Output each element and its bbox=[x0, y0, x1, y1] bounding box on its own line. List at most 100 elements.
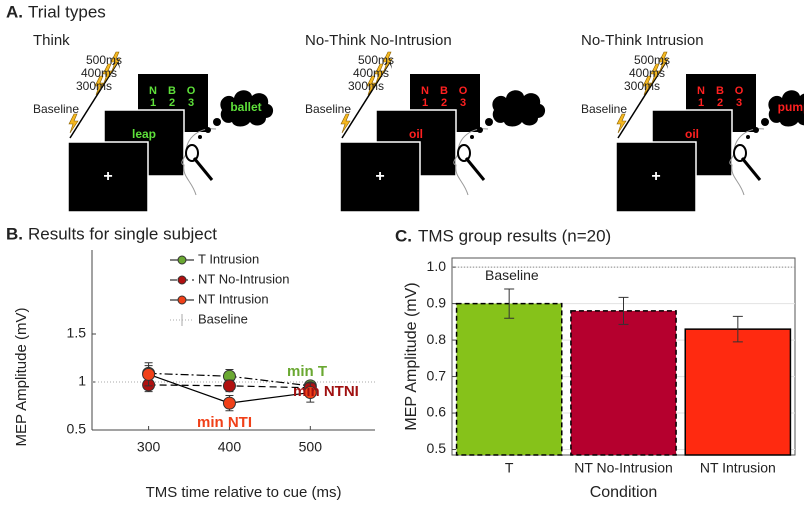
bubble-dot bbox=[205, 127, 211, 133]
time-arrow bbox=[617, 61, 667, 139]
thought-bubble bbox=[220, 90, 274, 127]
coil bbox=[185, 144, 199, 162]
tms-bolt bbox=[68, 113, 79, 134]
legend-marker bbox=[177, 295, 187, 305]
number: 1 bbox=[698, 97, 704, 109]
panel-label: C. bbox=[395, 226, 412, 245]
y-tick-label: 0.9 bbox=[427, 294, 447, 310]
fixation-screen bbox=[615, 141, 697, 213]
point bbox=[303, 386, 317, 400]
legend-label: NT No-Intrusion bbox=[198, 271, 290, 286]
letter: B bbox=[440, 85, 448, 97]
thought-word: pump bbox=[778, 100, 804, 114]
cue-word: oil bbox=[685, 127, 699, 141]
y-tick-label: 0.7 bbox=[427, 367, 447, 383]
time-label: 300ms bbox=[624, 79, 660, 93]
panel-title: Trial types bbox=[28, 2, 106, 21]
letter: N bbox=[149, 85, 157, 97]
fixation: + bbox=[375, 168, 384, 185]
letter: O bbox=[187, 85, 196, 97]
legend-label: T Intrusion bbox=[198, 251, 259, 266]
coil bbox=[457, 144, 471, 162]
baseline-label: Baseline bbox=[485, 267, 539, 283]
legend-label: NT Intrusion bbox=[198, 291, 269, 306]
x-tick-label: 500 bbox=[299, 439, 323, 455]
bubble-dot bbox=[213, 118, 221, 126]
legend-label: Baseline bbox=[198, 311, 248, 326]
x-axis-label: TMS time relative to cue (ms) bbox=[146, 484, 342, 501]
y-tick-label: 0.5 bbox=[67, 421, 87, 437]
y-axis-label: MEP Amplitude (mV) bbox=[13, 308, 30, 447]
y-tick-label: 0.8 bbox=[427, 331, 447, 347]
error-bar bbox=[504, 288, 515, 319]
tms-bolt bbox=[94, 75, 105, 96]
number: 3 bbox=[736, 97, 742, 109]
thought-bubble bbox=[492, 90, 546, 127]
head bbox=[181, 128, 217, 196]
number: 2 bbox=[717, 97, 723, 109]
number: 2 bbox=[169, 97, 175, 109]
fixation-screen bbox=[339, 141, 421, 213]
number: 1 bbox=[422, 97, 428, 109]
bubble-dot bbox=[470, 135, 474, 139]
head bbox=[729, 128, 765, 196]
x-axis-label: Condition bbox=[590, 484, 658, 501]
tms-bolt bbox=[102, 63, 113, 84]
x-tick-label: 300 bbox=[137, 439, 161, 455]
point bbox=[142, 367, 156, 381]
fixation-screen bbox=[67, 141, 149, 213]
point bbox=[222, 379, 236, 393]
coil-handle bbox=[192, 157, 214, 181]
head bbox=[453, 128, 489, 196]
time-arrow bbox=[341, 61, 391, 139]
y-tick-label: 1 bbox=[78, 373, 86, 389]
y-axis-label: MEP Amplitude (mV) bbox=[403, 282, 420, 430]
x-tick-label: T bbox=[505, 460, 514, 476]
bar bbox=[455, 302, 563, 456]
tms-bolt bbox=[374, 63, 385, 84]
letter: N bbox=[697, 85, 705, 97]
tms-bolt bbox=[658, 51, 669, 72]
tms-bolt bbox=[366, 75, 377, 96]
bubble-dot bbox=[198, 135, 202, 139]
bubble-dot bbox=[746, 135, 750, 139]
number: 3 bbox=[460, 97, 466, 109]
bubble-dot bbox=[753, 127, 759, 133]
panel-title: TMS group results (n=20) bbox=[418, 226, 611, 245]
tms-bolt bbox=[650, 63, 661, 84]
tms-bolt bbox=[382, 51, 393, 72]
tms-bolt bbox=[642, 75, 653, 96]
legend-marker bbox=[177, 275, 187, 285]
bubble-dot bbox=[761, 118, 769, 126]
thought-bubble bbox=[768, 90, 804, 127]
tms-bolt bbox=[340, 113, 351, 134]
error-bar bbox=[732, 315, 743, 343]
annotation: min T bbox=[287, 363, 327, 380]
error-bar bbox=[618, 296, 629, 325]
y-tick-label: 1.0 bbox=[427, 258, 447, 274]
y-tick-label: 1.5 bbox=[67, 325, 87, 341]
baseline-label: Baseline bbox=[33, 102, 79, 116]
letter: B bbox=[716, 85, 724, 97]
letter: O bbox=[735, 85, 744, 97]
baseline-label: Baseline bbox=[581, 102, 627, 116]
time-label: 400ms bbox=[353, 66, 389, 80]
panel-label: A. bbox=[6, 2, 23, 21]
bar bbox=[684, 328, 792, 456]
time-label: 500ms bbox=[358, 53, 394, 67]
fixation: + bbox=[651, 168, 660, 185]
y-tick-label: 0.6 bbox=[427, 404, 447, 420]
x-tick-label: NT No-Intrusion bbox=[574, 460, 673, 476]
fixation: + bbox=[103, 168, 112, 185]
panel-title: Results for single subject bbox=[28, 224, 217, 243]
cue-word: oil bbox=[409, 127, 423, 141]
number: 1 bbox=[150, 97, 156, 109]
time-label: 300ms bbox=[76, 79, 112, 93]
letter: B bbox=[168, 85, 176, 97]
legend-marker bbox=[177, 255, 187, 265]
thought-word: ballet bbox=[230, 100, 261, 114]
x-tick-label: NT Intrusion bbox=[700, 460, 776, 476]
y-tick-label: 0.5 bbox=[427, 440, 447, 456]
tms-bolt bbox=[616, 113, 627, 134]
